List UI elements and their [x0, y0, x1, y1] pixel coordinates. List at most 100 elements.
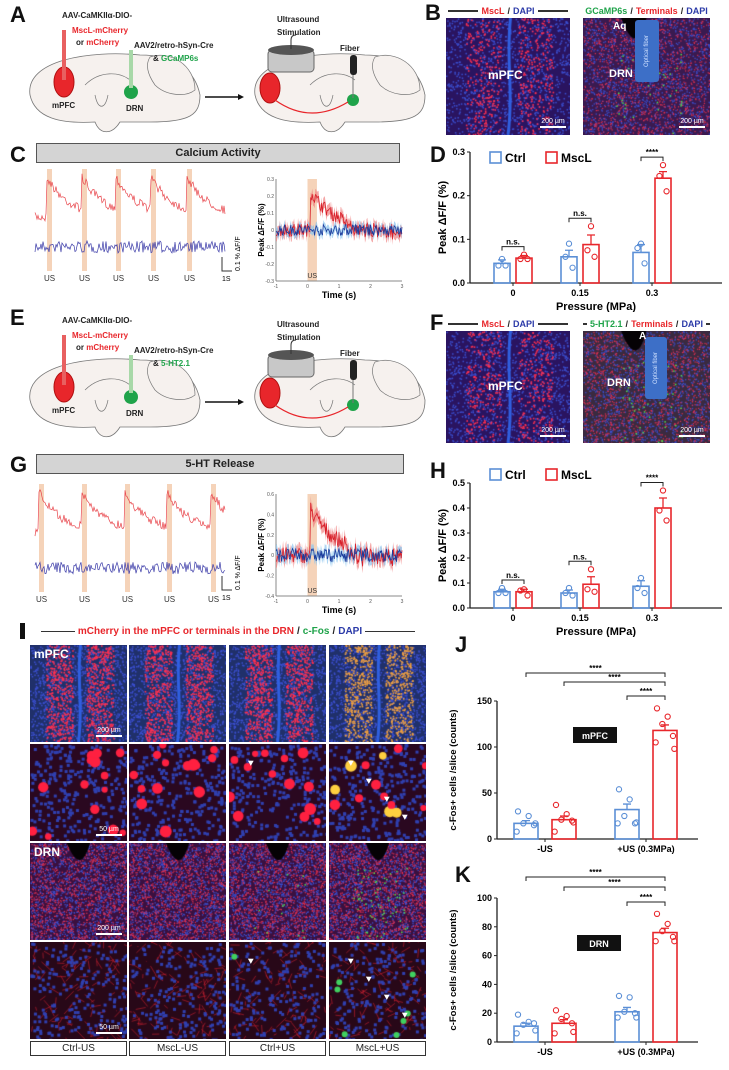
- significance-bracket: [626, 695, 666, 700]
- y-tick-label: 0.4: [452, 503, 465, 513]
- data-point: [591, 588, 598, 595]
- y-tick-label: 80: [482, 922, 492, 932]
- scale-label: 200 µm: [97, 727, 121, 734]
- banner-5ht-release: 5-HT Release: [36, 454, 404, 474]
- y-axis-label: Peak ΔF/F (%): [437, 509, 449, 583]
- cerebellum: [147, 360, 196, 400]
- us-label: US: [122, 595, 133, 604]
- legend-swatch-mscl: [545, 151, 558, 164]
- x-tick-label: -US: [537, 1047, 553, 1057]
- syringe-green-icon: [129, 50, 133, 88]
- region-tag: [577, 935, 621, 951]
- data-point: [652, 739, 659, 746]
- ctrl-sem-band: [276, 542, 402, 568]
- schematic-e: AAV-CaMKIIα-DIO- MscL-mCherry or mCherry…: [0, 305, 430, 445]
- data-point: [656, 172, 663, 180]
- scale-bar: 200 µm: [679, 118, 705, 128]
- virus1-mcherry: mCherry: [86, 38, 120, 47]
- data-point: [633, 819, 640, 826]
- virus1-line1: AAV-CaMKIIα-DIO-: [62, 11, 133, 20]
- x-tick-label: -1: [274, 284, 279, 290]
- mean-trace-plot-g: 0.6 0.4 0.2 0 -0.2 -0.4-1 0 1 2 3 US Time (s) Peak Δ…: [257, 492, 404, 615]
- cerebellum: [372, 55, 421, 95]
- transducer-top: [268, 45, 314, 55]
- bar-chart-j: 0 50 100 150 -US +US (0.3MPa) **** **** **** c-Fo…: [448, 664, 698, 854]
- bar-chart-k: 0 20 40 60 80 100 -US +US (0.3MPa) **** **** **** c…: [448, 868, 698, 1057]
- stim-line2: Stimulation: [277, 28, 321, 37]
- legend-label: MscL: [561, 151, 592, 165]
- us-window: [151, 169, 156, 271]
- y-tick-label: 0.2: [267, 533, 274, 539]
- us-label: US: [164, 595, 175, 604]
- data-point: [621, 812, 628, 820]
- arrowhead-icon: [238, 399, 244, 405]
- region-label: DRN: [607, 377, 631, 389]
- title-dapi: DAPI: [513, 6, 535, 16]
- data-point: [530, 1020, 538, 1027]
- x-tick-label: 1: [338, 284, 341, 290]
- y-axis-label: c-Fos+ cells /slice (counts): [448, 709, 459, 830]
- data-point: [565, 584, 573, 592]
- syringe-red-icon: [62, 30, 66, 80]
- data-point: [562, 589, 569, 597]
- scale-label: 200 µm: [680, 118, 704, 125]
- cerebellum: [372, 360, 421, 400]
- data-point: [652, 938, 659, 945]
- title-dapi: DAPI: [338, 626, 363, 637]
- y-tick-label: 0.3: [452, 147, 465, 157]
- us-label: US: [307, 588, 317, 595]
- us-window: [167, 484, 172, 592]
- data-point: [570, 1028, 577, 1036]
- significance-label: ****: [608, 673, 621, 682]
- significance-bracket: [568, 560, 592, 566]
- virus2-indicator: GCaMP6s: [161, 54, 199, 63]
- title-terminals: Terminals: [631, 319, 673, 329]
- significance-label: n.s.: [506, 571, 520, 580]
- condition-label: MscL+US: [329, 1041, 426, 1056]
- bar-mscl: [652, 931, 678, 1043]
- brain-folds: [84, 378, 131, 412]
- data-point: [659, 927, 666, 935]
- stim-line2: Stimulation: [277, 333, 321, 342]
- y-axis-label: Peak ΔF/F (%): [257, 518, 266, 572]
- error-bar: [565, 249, 573, 257]
- scale-bar: 50 µm: [96, 1024, 122, 1034]
- data-point: [656, 507, 663, 514]
- fiber-label: Fiber: [340, 349, 360, 358]
- data-point: [663, 517, 670, 524]
- data-point: [659, 720, 666, 728]
- data-point: [584, 586, 591, 593]
- micrograph-ctrl-us-row-1: mPFC 200 µm: [30, 645, 127, 742]
- y-axis-label: Peak ΔF/F (%): [257, 203, 266, 257]
- us-label: US: [36, 595, 47, 604]
- micrograph-canvas: [229, 744, 326, 841]
- image-title-b-right: GCaMP6s / Terminals / DAPI: [583, 6, 710, 16]
- panel-label-g: G: [10, 452, 28, 477]
- significance-bracket: [501, 246, 525, 251]
- y-tick-label: -0.1: [265, 245, 274, 251]
- x-tick-label: 0.15: [571, 613, 589, 623]
- data-point: [664, 920, 671, 928]
- data-point: [552, 1007, 560, 1014]
- significance-bracket: [640, 482, 664, 487]
- y-tick-label: -0.2: [265, 262, 274, 268]
- data-point: [637, 574, 645, 582]
- legend-swatch-ctrl: [489, 468, 502, 481]
- x-tick-label: +US (0.3MPa): [617, 1047, 674, 1057]
- y-tick-label: 0: [487, 834, 492, 844]
- micrograph-canvas: [129, 942, 226, 1039]
- us-window: [39, 484, 44, 592]
- optical-fiber-label: Optical fiber: [645, 337, 667, 399]
- legend-label: Ctrl: [505, 468, 526, 482]
- data-point: [631, 820, 639, 827]
- micrograph-ctrl-us-row-3: DRN 200 µm: [30, 843, 127, 940]
- mscl-mean-trace: [275, 502, 403, 567]
- error-bar: [623, 803, 631, 810]
- ctrl-mean-trace: [275, 547, 403, 563]
- data-point: [498, 255, 506, 263]
- y-tick-label: 0.1: [452, 234, 465, 244]
- y-tick-label: 0.1: [452, 578, 465, 588]
- data-point: [634, 584, 641, 592]
- data-point: [524, 592, 531, 599]
- scale-y-label: 0.1 % ΔF/F: [235, 236, 242, 271]
